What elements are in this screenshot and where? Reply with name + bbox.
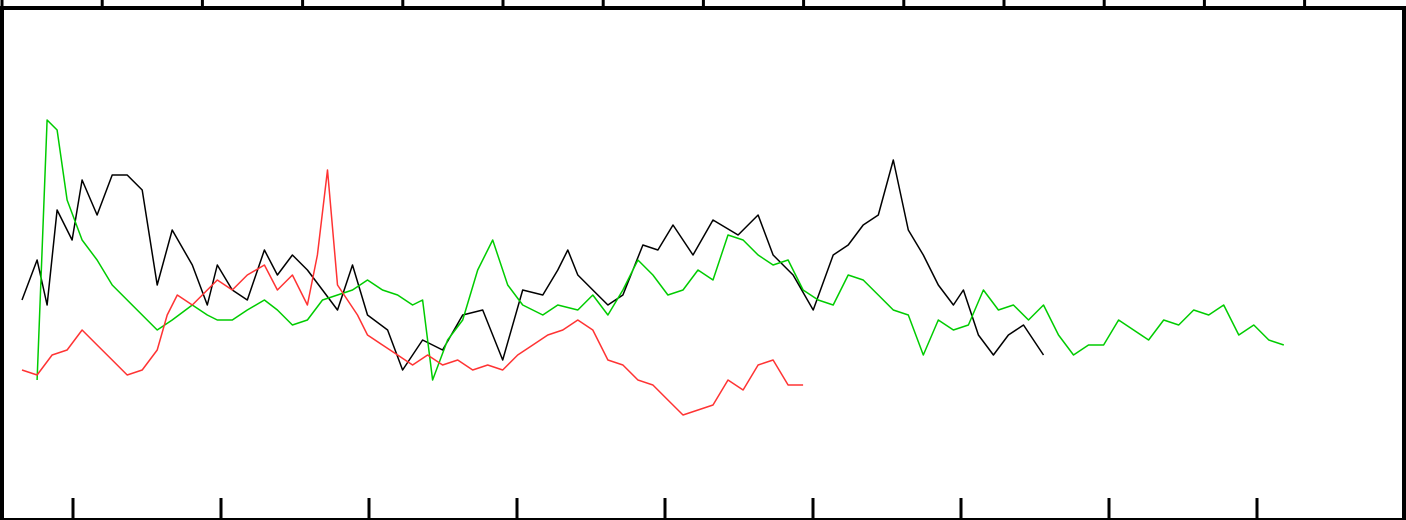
series-layer: [21, 119, 1285, 416]
top-axis-ticks: [0, 0, 1307, 8]
bottom-axis-ticks: [71, 498, 1259, 520]
series-line-1: [21, 159, 1045, 371]
series-line-3: [21, 169, 804, 416]
series-line-2: [36, 119, 1285, 381]
plot-area: [0, 6, 1406, 520]
